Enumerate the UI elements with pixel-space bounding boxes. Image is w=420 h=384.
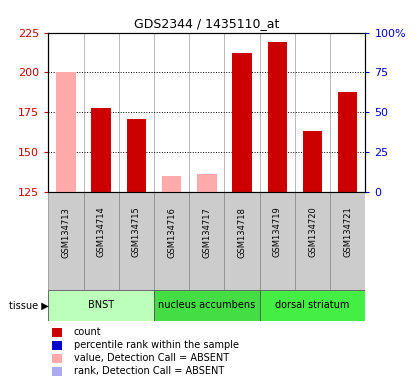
Bar [295, 33, 330, 192]
Bar [92, 108, 111, 192]
Bar [224, 192, 260, 290]
Bar [119, 192, 154, 290]
Text: percentile rank within the sample: percentile rank within the sample [74, 340, 239, 350]
Text: count: count [74, 327, 101, 337]
Bar [260, 192, 295, 290]
Bar [127, 119, 146, 192]
Text: rank, Detection Call = ABSENT: rank, Detection Call = ABSENT [74, 366, 224, 376]
Bar [330, 33, 365, 192]
Text: BNST: BNST [88, 300, 114, 310]
Bar [224, 33, 260, 192]
Bar [295, 192, 330, 290]
Text: GSM134717: GSM134717 [202, 207, 211, 258]
Bar [189, 33, 224, 192]
Text: GSM134721: GSM134721 [343, 207, 352, 257]
Text: value, Detection Call = ABSENT: value, Detection Call = ABSENT [74, 353, 228, 363]
Text: GSM134720: GSM134720 [308, 207, 317, 257]
Bar [56, 73, 76, 192]
Bar [84, 33, 119, 192]
Bar [119, 33, 154, 192]
Text: tissue ▶: tissue ▶ [8, 300, 48, 310]
Bar [232, 53, 252, 192]
Bar [268, 42, 287, 192]
Bar [48, 33, 84, 192]
Bar [189, 192, 224, 290]
Bar [154, 192, 189, 290]
Title: GDS2344 / 1435110_at: GDS2344 / 1435110_at [134, 17, 280, 30]
Text: nucleus accumbens: nucleus accumbens [158, 300, 255, 310]
Bar [154, 33, 189, 192]
Text: GSM134719: GSM134719 [273, 207, 282, 257]
Bar [84, 192, 119, 290]
Bar [154, 290, 260, 321]
Bar [338, 92, 357, 192]
Text: GSM134713: GSM134713 [61, 207, 71, 258]
Bar [303, 131, 322, 192]
Text: GSM134715: GSM134715 [132, 207, 141, 257]
Text: dorsal striatum: dorsal striatum [276, 300, 350, 310]
Text: GSM134716: GSM134716 [167, 207, 176, 258]
Bar [330, 192, 365, 290]
Bar [48, 290, 154, 321]
Text: GSM134714: GSM134714 [97, 207, 106, 257]
Bar [260, 33, 295, 192]
Bar [48, 192, 84, 290]
Bar [162, 176, 181, 192]
Bar [197, 174, 217, 192]
Text: GSM134718: GSM134718 [238, 207, 247, 258]
Bar [260, 290, 365, 321]
